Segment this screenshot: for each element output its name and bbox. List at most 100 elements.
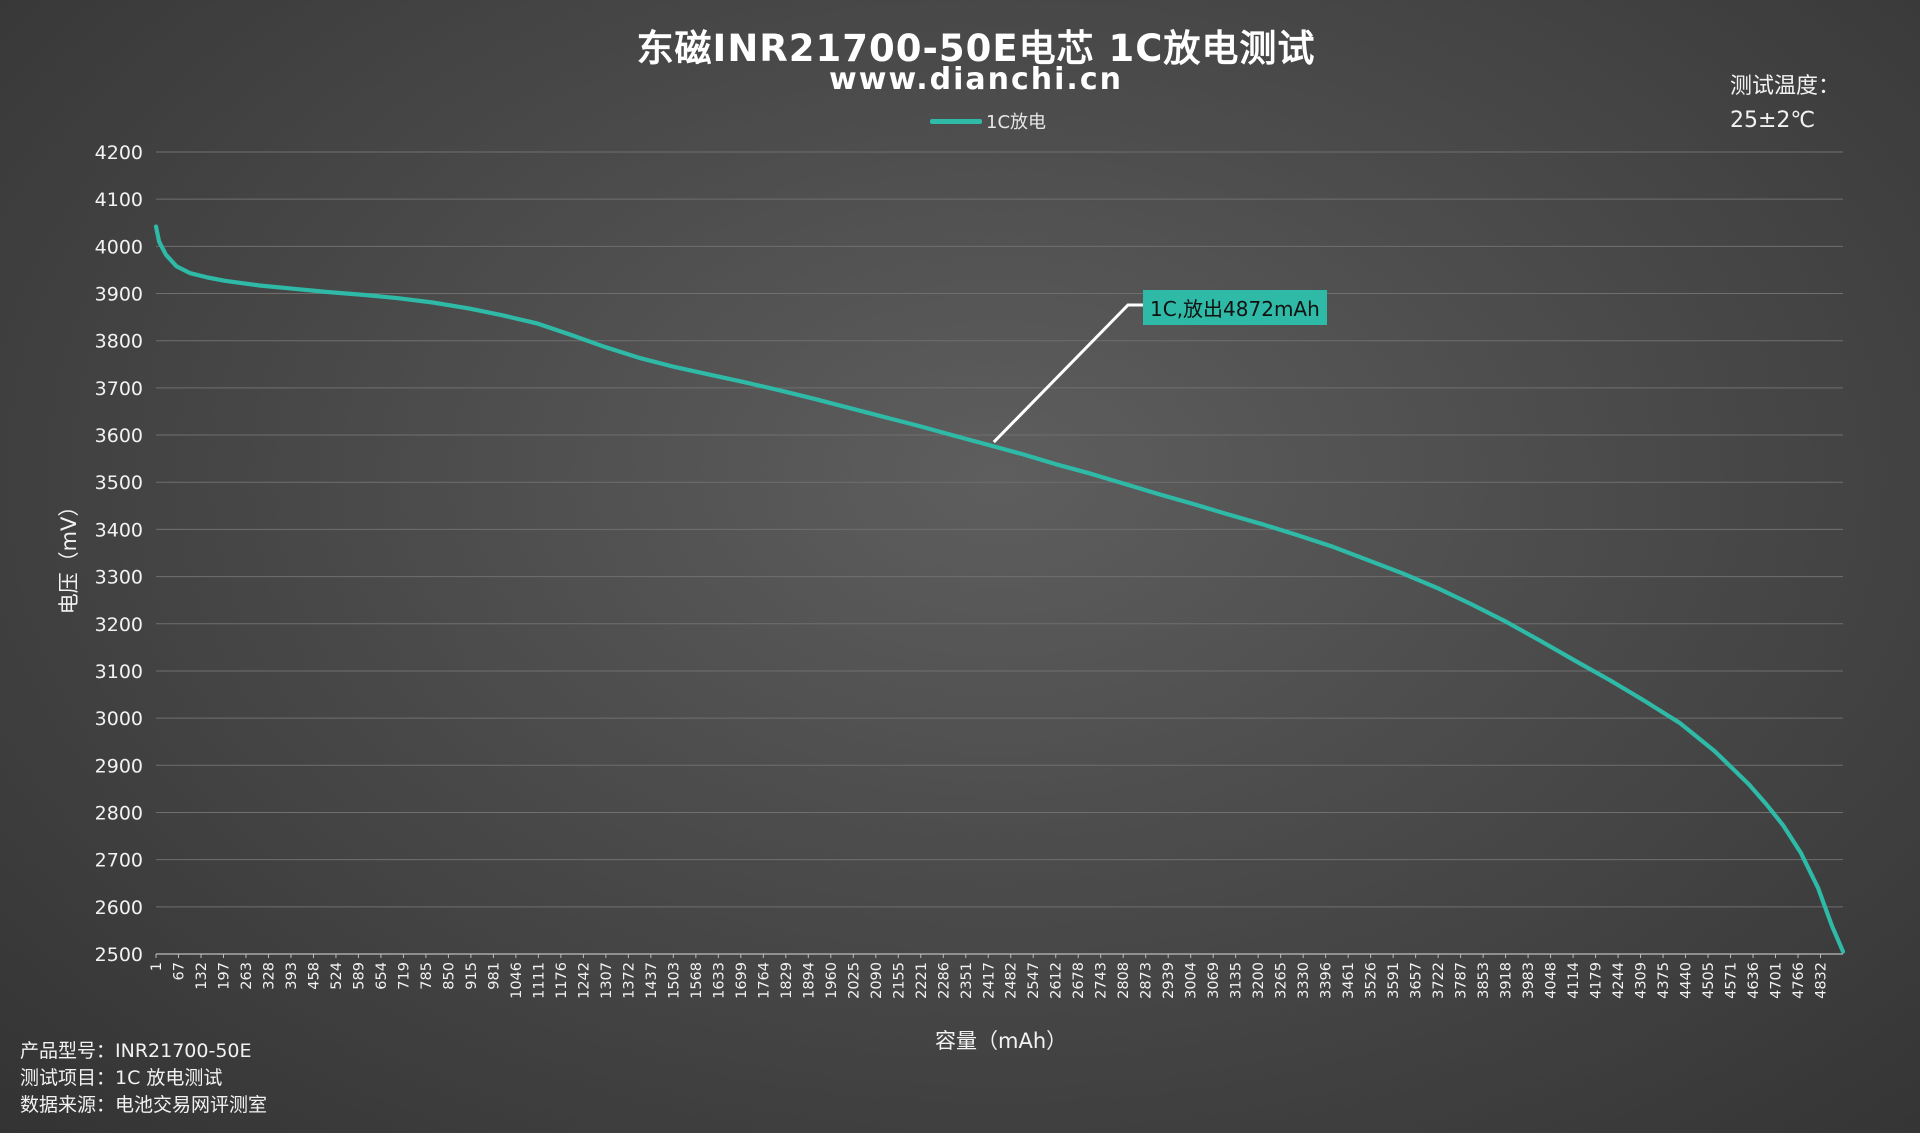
x-tick-label: 2939 (1161, 962, 1177, 999)
x-tick-label: 2743 (1094, 962, 1110, 999)
y-tick-label: 4000 (95, 236, 143, 258)
x-tick-label: 3787 (1454, 962, 1470, 999)
x-tick-label: 4701 (1769, 962, 1785, 999)
x-tick-label: 3461 (1341, 962, 1357, 999)
x-tick-label: 3265 (1274, 962, 1290, 999)
x-tick-label: 4571 (1724, 962, 1740, 999)
x-tick-label: 1437 (644, 962, 660, 999)
y-tick-label: 3600 (95, 425, 143, 447)
x-tick-label: 1307 (599, 962, 615, 999)
x-tick-label: 2351 (959, 962, 975, 999)
x-tick-label: 3526 (1364, 962, 1380, 999)
y-tick-label: 2600 (95, 897, 143, 919)
x-tick-label: 2090 (869, 962, 885, 999)
y-tick-label: 2700 (95, 850, 143, 872)
x-tick-label: 3983 (1521, 962, 1537, 999)
x-tick-label: 67 (171, 962, 187, 980)
x-tick-label: 850 (441, 962, 457, 990)
x-tick-label: 2873 (1139, 962, 1155, 999)
y-tick-label: 3900 (95, 284, 143, 306)
x-tick-label: 3591 (1386, 962, 1402, 999)
chart-legend: 1C放电 (930, 108, 1046, 134)
x-tick-label: 4048 (1544, 962, 1560, 999)
x-tick-label: 1633 (711, 962, 727, 999)
legend-label: 1C放电 (986, 112, 1047, 133)
info-line-source: 数据来源：电池交易网评测室 (20, 1094, 268, 1116)
data-callout: 1C,放出4872mAh (1143, 290, 1327, 325)
x-tick-label: 2678 (1071, 962, 1087, 999)
x-tick-label: 3722 (1431, 962, 1447, 999)
x-tick-label: 263 (239, 962, 255, 990)
x-tick-label: 3396 (1319, 962, 1335, 999)
temperature-value: 25±2℃ (1730, 108, 1816, 133)
x-tick-label: 2025 (846, 962, 862, 999)
y-tick-label: 3200 (95, 614, 143, 636)
x-tick-label: 1046 (509, 962, 525, 999)
y-tick-label: 4100 (95, 189, 143, 211)
x-tick-label: 2417 (981, 962, 997, 999)
info-line-test: 测试项目：1C 放电测试 (20, 1067, 223, 1089)
x-tick-label: 3004 (1184, 962, 1200, 999)
x-tick-label: 2612 (1049, 962, 1065, 999)
x-tick-label: 2547 (1026, 962, 1042, 999)
x-tick-label: 4505 (1701, 962, 1717, 999)
x-tick-label: 458 (306, 962, 322, 990)
y-tick-label: 3700 (95, 378, 143, 400)
x-tick-label: 1894 (801, 962, 817, 999)
x-tick-label: 915 (464, 962, 480, 990)
info-line-model: 产品型号：INR21700-50E (20, 1040, 252, 1062)
x-tick-label: 1568 (689, 962, 705, 999)
x-tick-label: 3330 (1296, 962, 1312, 999)
x-tick-label: 1176 (554, 962, 570, 999)
x-tick-label: 3069 (1206, 962, 1222, 999)
y-tick-label: 2900 (95, 755, 143, 777)
temperature-note: 测试温度： 25±2℃ (1730, 70, 1840, 138)
x-tick-label: 654 (374, 962, 390, 990)
x-tick-label: 2286 (936, 962, 952, 999)
x-tick-label: 4114 (1566, 962, 1582, 999)
x-tick-label: 785 (419, 962, 435, 990)
x-tick-label: 1699 (734, 962, 750, 999)
x-tick-label: 4309 (1634, 962, 1650, 999)
x-tick-label: 1 (149, 962, 165, 971)
temperature-label: 测试温度： (1730, 74, 1841, 99)
chart-title: 东磁INR21700-50E电芯 1C放电测试 (636, 27, 1316, 70)
x-axis-label: 容量（mAh） (935, 1029, 1068, 1053)
x-tick-label: 1764 (756, 962, 772, 999)
x-tick-label: 3657 (1409, 962, 1425, 999)
x-tick-label: 4440 (1679, 962, 1695, 999)
x-tick-label: 1111 (531, 962, 547, 999)
x-tick-label: 1242 (576, 962, 592, 999)
x-tick-label: 981 (486, 962, 502, 990)
x-tick-label: 589 (351, 962, 367, 990)
y-tick-label: 4200 (95, 142, 143, 164)
x-tick-label: 197 (216, 962, 232, 990)
y-tick-label: 3800 (95, 331, 143, 353)
x-tick-label: 2221 (914, 962, 930, 999)
x-tick-label: 4832 (1814, 962, 1830, 999)
x-tick-label: 4636 (1746, 962, 1762, 999)
y-tick-label: 2800 (95, 802, 143, 824)
x-tick-label: 719 (396, 962, 412, 990)
x-tick-label: 3200 (1251, 962, 1267, 999)
x-tick-label: 4375 (1656, 962, 1672, 999)
y-tick-label: 3300 (95, 567, 143, 589)
x-tick-label: 3135 (1229, 962, 1245, 999)
x-tick-label: 2482 (1004, 962, 1020, 999)
y-tick-label: 3100 (95, 661, 143, 683)
x-tick-label: 3853 (1476, 962, 1492, 999)
x-tick-label: 2808 (1116, 962, 1132, 999)
x-tick-label: 393 (284, 962, 300, 990)
y-tick-label: 3400 (95, 519, 143, 541)
info-block: 产品型号：INR21700-50E 测试项目：1C 放电测试 数据来源：电池交易… (20, 1038, 267, 1119)
x-tick-label: 4766 (1791, 962, 1807, 999)
legend-swatch (930, 118, 982, 124)
x-tick-label: 3918 (1499, 962, 1515, 999)
x-tick-label: 2155 (891, 962, 907, 999)
x-tick-label: 1503 (666, 962, 682, 999)
x-tick-label: 4179 (1589, 962, 1605, 999)
x-tick-label: 328 (261, 962, 277, 990)
y-tick-label: 3000 (95, 708, 143, 730)
